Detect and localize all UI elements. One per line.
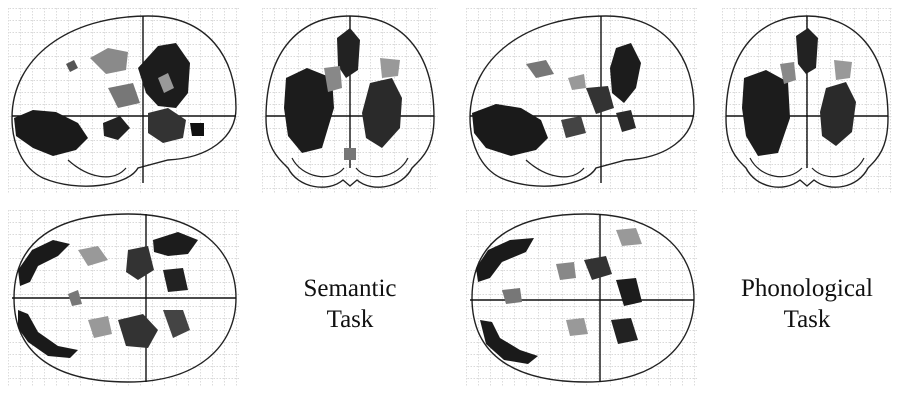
- phonological-axial-view: [466, 210, 698, 386]
- activation-clusters: [284, 28, 402, 160]
- semantic-label-line2: Task: [326, 306, 374, 333]
- activation-clusters: [476, 228, 642, 364]
- brain-outline: [265, 15, 435, 188]
- phonological-task-label: Phonological Task: [722, 273, 892, 335]
- phonological-sagittal-view: [466, 8, 698, 194]
- semantic-axial-view: [8, 210, 240, 386]
- cerebellum-outline: [525, 159, 585, 178]
- activation-clusters: [18, 232, 198, 358]
- sagittal-glass-brain: [8, 8, 240, 194]
- brain-outline: [469, 15, 695, 187]
- coronal-glass-brain: [722, 8, 892, 194]
- phonological-label-line2: Task: [783, 306, 831, 333]
- semantic-sagittal-view: [8, 8, 240, 194]
- activation-clusters: [14, 43, 204, 156]
- activation-clusters: [742, 28, 856, 156]
- axial-glass-brain: [8, 210, 240, 386]
- activation-clusters: [472, 43, 641, 156]
- semantic-label-line1: Semantic: [303, 275, 397, 302]
- brain-outline: [725, 15, 889, 188]
- cerebellum-outline: [749, 157, 865, 178]
- phonological-label-line1: Phonological: [741, 275, 873, 302]
- cerebellum-outline: [291, 157, 409, 178]
- axial-glass-brain: [466, 210, 698, 386]
- cerebellum-outline: [67, 159, 127, 178]
- coronal-glass-brain: [262, 8, 438, 194]
- semantic-task-label: Semantic Task: [262, 273, 438, 335]
- brain-outline: [11, 15, 237, 187]
- semantic-coronal-view: [262, 8, 438, 194]
- phonological-coronal-view: [722, 8, 892, 194]
- sagittal-glass-brain: [466, 8, 698, 194]
- grid: [466, 8, 698, 194]
- brain-outline: [471, 213, 695, 383]
